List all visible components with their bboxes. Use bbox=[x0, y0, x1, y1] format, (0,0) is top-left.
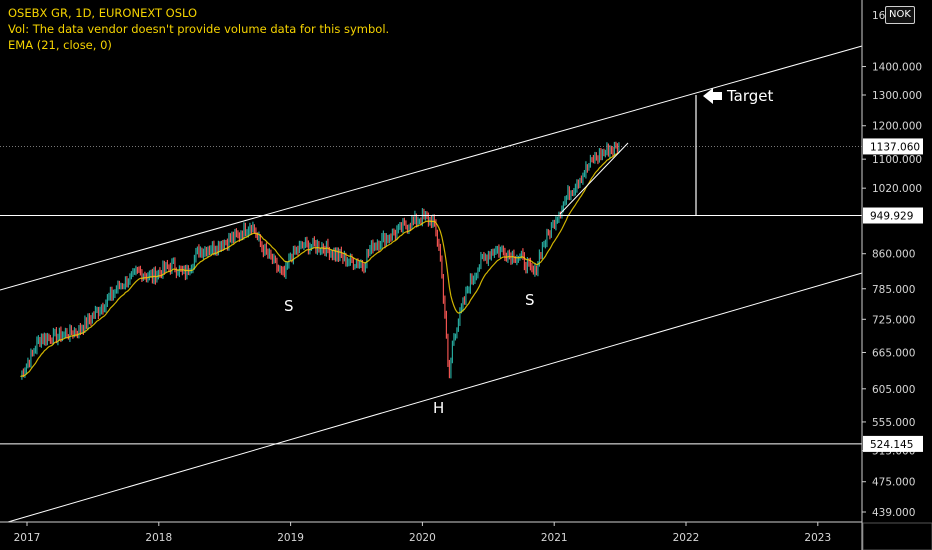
y-tick-label: 1020.000 bbox=[872, 183, 922, 195]
level-tag bbox=[863, 207, 923, 224]
y-tick-label: 555.000 bbox=[872, 417, 915, 429]
y-tick-label: 860.000 bbox=[872, 249, 915, 261]
y-tick-label: 605.000 bbox=[872, 384, 915, 396]
level-label: 949.929 bbox=[870, 211, 913, 223]
target-label: Target bbox=[726, 87, 774, 105]
y-tick-label: 1300.000 bbox=[872, 90, 922, 102]
left-shoulder-label: S bbox=[284, 297, 294, 315]
upper-channel-line bbox=[0, 45, 863, 291]
drawings bbox=[0, 45, 863, 523]
x-tick-label: 2020 bbox=[409, 532, 436, 544]
currency-badge[interactable]: NOK bbox=[885, 6, 915, 24]
axis-corner bbox=[862, 522, 932, 550]
y-tick-label: 1400.000 bbox=[872, 62, 922, 74]
y-tick-label: 439.000 bbox=[872, 507, 915, 519]
annotations: Target S H S bbox=[284, 87, 774, 417]
level-label: 524.145 bbox=[870, 439, 913, 451]
x-tick-label: 2023 bbox=[804, 532, 831, 544]
x-tick-label: 2022 bbox=[673, 532, 700, 544]
lower-channel-line bbox=[7, 272, 863, 523]
y-tick-label: 725.000 bbox=[872, 314, 915, 326]
recent-support-line bbox=[559, 142, 629, 215]
x-tick-label: 2019 bbox=[277, 532, 304, 544]
volume-note: Vol: The data vendor doesn't provide vol… bbox=[8, 22, 390, 36]
right-shoulder-label: S bbox=[525, 291, 535, 309]
last-price-label: 1137.060 bbox=[870, 141, 920, 153]
symbol-title: OSEBX GR, 1D, EURONEXT OSLO bbox=[8, 6, 198, 20]
x-tick-label: 2018 bbox=[145, 532, 172, 544]
y-tick-label: 785.000 bbox=[872, 284, 915, 296]
y-tick-label: 1200.000 bbox=[872, 121, 922, 133]
price-series bbox=[20, 141, 620, 380]
x-tick-label: 2017 bbox=[14, 532, 41, 544]
target-arrow-icon bbox=[703, 88, 722, 104]
level-tag bbox=[863, 435, 923, 452]
head-label: H bbox=[433, 399, 444, 417]
last-price-tag bbox=[863, 138, 923, 155]
x-tick-label: 2021 bbox=[541, 532, 568, 544]
ema-line bbox=[20, 152, 620, 377]
y-tick-label: 1100.000 bbox=[872, 154, 922, 166]
y-tick-label: 475.000 bbox=[872, 477, 915, 489]
ema-indicator-label[interactable]: EMA (21, close, 0) bbox=[8, 38, 112, 52]
y-tick-label: 665.000 bbox=[872, 347, 915, 359]
